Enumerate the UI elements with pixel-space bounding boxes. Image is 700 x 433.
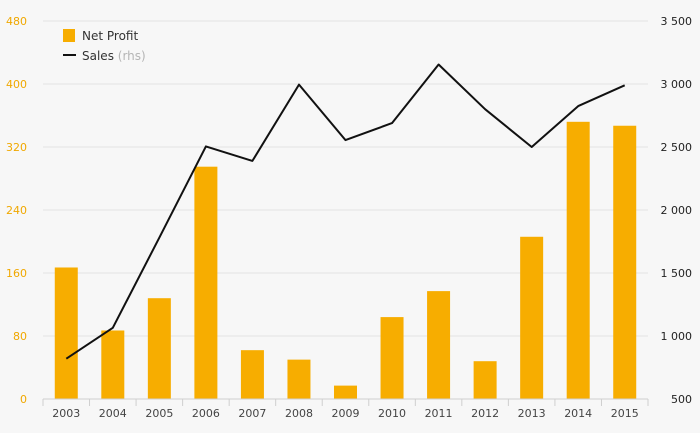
legend: Net Profit Sales (rhs) xyxy=(63,29,146,63)
y-left-tick-label: 80 xyxy=(13,330,27,343)
bar-net-profit-2011 xyxy=(427,291,451,399)
legend-label-net-profit: Net Profit xyxy=(82,29,138,43)
bar-net-profit-2012 xyxy=(473,361,497,399)
x-tick-label: 2015 xyxy=(611,407,639,420)
legend-swatch-net-profit xyxy=(63,29,75,42)
sales-line xyxy=(65,63,626,360)
legend-label-sales-name: Sales xyxy=(82,49,114,63)
y-right-tick-label: 3 000 xyxy=(661,78,693,91)
bar-net-profit-2005 xyxy=(147,298,171,399)
sales-line-group xyxy=(65,63,626,360)
x-tick-label: 2004 xyxy=(99,407,127,420)
x-tick-label: 2007 xyxy=(238,407,266,420)
bar-net-profit-2013 xyxy=(520,236,544,399)
gridlines xyxy=(43,20,648,337)
bar-net-profit-2007 xyxy=(240,350,264,399)
x-tick-label: 2014 xyxy=(564,407,592,420)
bar-net-profit-2010 xyxy=(380,317,404,399)
y-left-tick-label: 400 xyxy=(6,78,27,91)
bar-net-profit-2006 xyxy=(194,166,218,399)
y-right-tick-label: 1 000 xyxy=(661,330,693,343)
x-tick-label: 2003 xyxy=(52,407,80,420)
y-left-tick-label: 0 xyxy=(20,393,27,406)
y-right-tick-label: 500 xyxy=(671,393,692,406)
bar-net-profit-2004 xyxy=(101,330,125,399)
bar-net-profit-2015 xyxy=(613,125,637,400)
x-tick-label: 2011 xyxy=(425,407,453,420)
x-tick-label: 2012 xyxy=(471,407,499,420)
net-profit-bars xyxy=(54,121,637,400)
y-right-tick-label: 2 500 xyxy=(661,141,693,154)
y-left-tick-label: 160 xyxy=(6,267,27,280)
bar-net-profit-2014 xyxy=(566,121,590,400)
bar-net-profit-2003 xyxy=(54,267,78,399)
legend-label-sales: Sales (rhs) xyxy=(82,49,146,63)
y-right-tick-label: 2 000 xyxy=(661,204,693,217)
y-left-tick-label: 240 xyxy=(6,204,27,217)
x-tick-label: 2013 xyxy=(518,407,546,420)
x-tick-label: 2008 xyxy=(285,407,313,420)
axes: 0 80 160 240 320 400 480 500 1 000 1 500 2 000 2 50… xyxy=(6,15,692,420)
y-right-tick-label: 3 500 xyxy=(661,15,693,28)
x-tick-label: 2005 xyxy=(145,407,173,420)
x-tick-label: 2009 xyxy=(332,407,360,420)
y-left-tick-label: 480 xyxy=(6,15,27,28)
y-right-tick-label: 1 500 xyxy=(661,267,693,280)
legend-label-sales-suffix: (rhs) xyxy=(118,49,146,63)
bar-net-profit-2009 xyxy=(334,385,357,399)
x-tick-label: 2010 xyxy=(378,407,406,420)
y-left-tick-label: 320 xyxy=(6,141,27,154)
x-tick-label: 2006 xyxy=(192,407,220,420)
bar-net-profit-2008 xyxy=(287,359,311,399)
